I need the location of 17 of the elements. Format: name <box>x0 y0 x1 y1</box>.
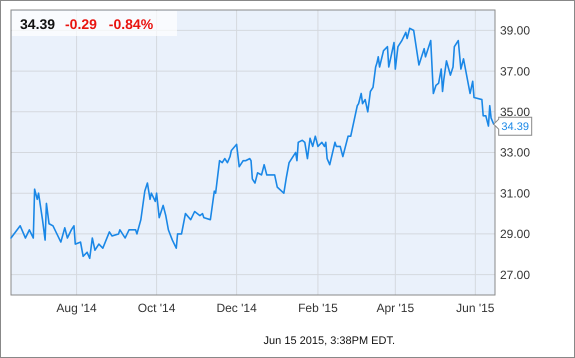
text: 34.39 <box>20 16 56 32</box>
text: -0.29 -0.84% <box>65 16 154 32</box>
x-tick-label: Aug '14 <box>56 301 98 315</box>
y-tick-label: 33.00 <box>500 146 530 160</box>
text: Jun 15 2015, 3:38PM EDT. <box>264 335 395 347</box>
x-tick-label: Dec '14 <box>216 301 258 315</box>
y-tick-label: 29.00 <box>500 227 530 242</box>
y-tick-label: 37.00 <box>500 64 530 78</box>
x-tick-label: Apr '15 <box>376 301 414 315</box>
y-tick-label: 39.00 <box>500 24 530 38</box>
x-tick-label: Jun '15 <box>456 301 495 315</box>
y-tick-label: 31.00 <box>500 186 530 200</box>
y-tick-label: 35.00 <box>500 104 530 119</box>
x-tick-label: Feb '15 <box>298 301 338 315</box>
y-tick-label: 27.00 <box>500 268 530 282</box>
annotation: 34.39 <box>501 121 529 134</box>
x-tick-label: Oct '14 <box>138 301 176 315</box>
